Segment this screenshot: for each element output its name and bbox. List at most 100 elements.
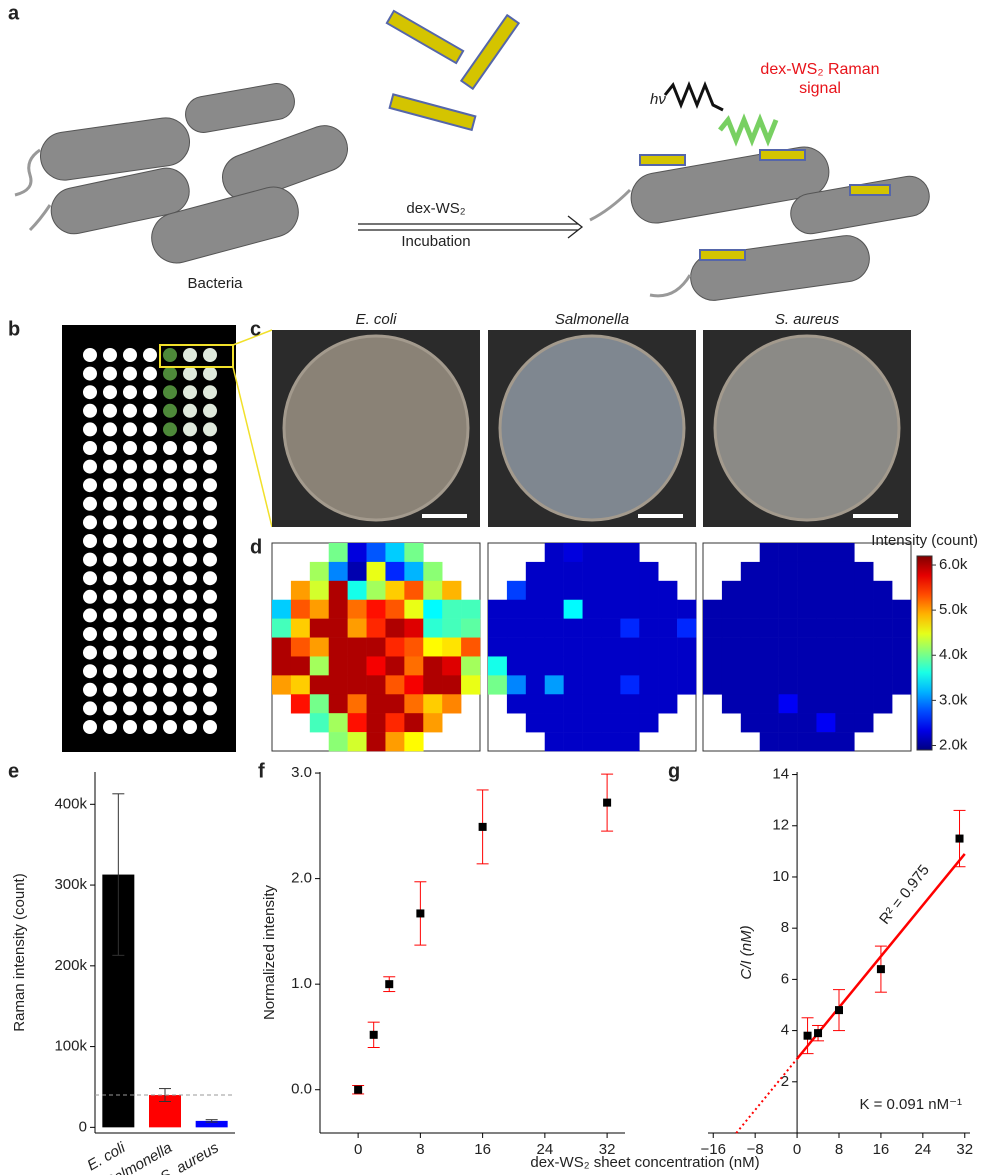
array-spot — [143, 497, 157, 511]
map-cell — [816, 619, 835, 638]
map-cell — [601, 562, 620, 581]
y-tick-label: 2 — [781, 1073, 789, 1090]
array-spot — [143, 367, 157, 381]
map-title: E. coli — [356, 311, 398, 328]
map-cell — [367, 713, 386, 732]
map-cell — [488, 656, 507, 675]
map-cell — [385, 638, 404, 657]
map-cell — [526, 675, 545, 694]
map-cell — [722, 694, 741, 713]
map-cell — [404, 675, 423, 694]
map-cell — [677, 675, 696, 694]
x-tick-label: 8 — [835, 1141, 843, 1158]
array-spot — [83, 553, 97, 567]
map-cell — [760, 694, 779, 713]
map-cell — [348, 675, 367, 694]
map-cell — [722, 581, 741, 600]
map-cell — [620, 619, 639, 638]
array-spot — [123, 497, 137, 511]
array-spot — [103, 367, 117, 381]
array-spot — [83, 590, 97, 604]
map-cell — [583, 656, 602, 675]
array-spot — [83, 515, 97, 529]
map-cell — [291, 581, 310, 600]
array-spot — [143, 664, 157, 678]
array-spot — [123, 701, 137, 715]
array-spot — [203, 478, 217, 492]
array-spot — [183, 478, 197, 492]
x-tick-label: 24 — [914, 1141, 931, 1158]
map-cell — [892, 675, 911, 694]
array-spot — [183, 571, 197, 585]
panel-label: a — [8, 2, 20, 24]
map-cell — [310, 675, 329, 694]
y-tick-label: 12 — [772, 817, 789, 834]
array-spot — [203, 627, 217, 641]
map-cell — [892, 600, 911, 619]
map-cell — [404, 562, 423, 581]
array-spot — [123, 441, 137, 455]
map-cell — [798, 562, 817, 581]
x-tick-label: −16 — [701, 1141, 726, 1158]
map-cell — [545, 638, 564, 657]
map-cell — [779, 675, 798, 694]
bacterium — [688, 233, 873, 304]
y-tick-label: 1.0 — [291, 975, 312, 992]
map-cell — [526, 581, 545, 600]
map-cell — [423, 638, 442, 657]
flagellum — [30, 205, 50, 230]
map-cell — [507, 581, 526, 600]
map-cell — [404, 656, 423, 675]
array-spot — [203, 664, 217, 678]
array-spot — [143, 478, 157, 492]
array-spot — [143, 720, 157, 734]
array-spot — [183, 627, 197, 641]
map-cell — [526, 600, 545, 619]
array-spot — [123, 683, 137, 697]
annotation: R² = 0.975 — [876, 862, 933, 928]
spot-photo — [284, 336, 468, 520]
point — [370, 1031, 378, 1039]
array-spot — [203, 571, 217, 585]
map-cell — [272, 638, 291, 657]
array-spot — [143, 590, 157, 604]
map-cell — [507, 694, 526, 713]
map-cell — [385, 694, 404, 713]
map-cell — [779, 694, 798, 713]
array-spot — [163, 664, 177, 678]
colorbar-tick-label: 6.0k — [939, 556, 968, 573]
array-spot — [83, 404, 97, 418]
map-cell — [526, 713, 545, 732]
map-cell — [873, 581, 892, 600]
map-cell — [639, 619, 658, 638]
map-cell — [601, 619, 620, 638]
map-cell — [816, 732, 835, 751]
map-cell — [291, 600, 310, 619]
x-tick-label: 8 — [416, 1141, 424, 1158]
map-cell — [798, 619, 817, 638]
array-spot — [203, 348, 217, 362]
array-spot — [103, 497, 117, 511]
map-cell — [291, 656, 310, 675]
y-axis-label: Normalized intensity — [261, 884, 278, 1020]
map-cell — [601, 713, 620, 732]
map-cell — [583, 732, 602, 751]
array-spot — [123, 627, 137, 641]
map-cell — [272, 619, 291, 638]
arrow-head — [568, 216, 582, 238]
map-cell — [310, 581, 329, 600]
map-cell — [526, 694, 545, 713]
map-cell — [404, 581, 423, 600]
ws2-sheet — [387, 11, 463, 63]
array-spot — [163, 478, 177, 492]
map-cell — [564, 543, 583, 562]
x-tick-label: 16 — [873, 1141, 890, 1158]
map-cell — [639, 675, 658, 694]
array-spot — [183, 385, 197, 399]
map-cell — [385, 543, 404, 562]
array-spot — [203, 608, 217, 622]
map-cell — [348, 562, 367, 581]
map-cell — [760, 543, 779, 562]
bacterium — [183, 81, 298, 136]
map-cell — [677, 638, 696, 657]
